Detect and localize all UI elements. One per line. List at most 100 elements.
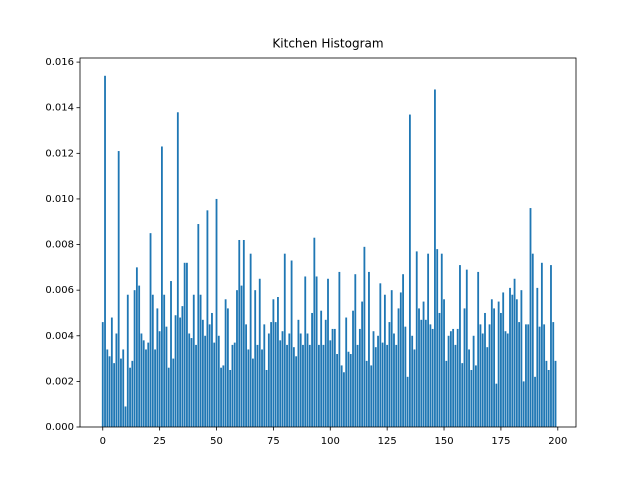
bar bbox=[272, 299, 275, 427]
bar bbox=[454, 344, 457, 427]
bar bbox=[197, 224, 200, 427]
bar bbox=[231, 344, 234, 427]
y-tick-label: 0.002 bbox=[45, 376, 74, 387]
bar bbox=[195, 344, 197, 427]
bar bbox=[327, 278, 329, 427]
bar bbox=[515, 299, 518, 427]
bar bbox=[261, 349, 263, 427]
x-tick-label: 125 bbox=[378, 436, 397, 447]
bar bbox=[135, 267, 138, 427]
bar bbox=[509, 287, 511, 427]
bar bbox=[242, 239, 245, 427]
bar bbox=[192, 294, 195, 427]
y-tick-label: 0.010 bbox=[45, 194, 74, 205]
bar bbox=[356, 344, 359, 427]
bar bbox=[468, 349, 470, 427]
bar bbox=[133, 290, 136, 427]
bar bbox=[358, 328, 361, 427]
bar bbox=[110, 317, 113, 427]
y-tick-label: 0.006 bbox=[45, 285, 74, 296]
bar bbox=[436, 249, 439, 427]
bar bbox=[188, 333, 191, 427]
bar bbox=[381, 342, 384, 427]
bar bbox=[240, 285, 243, 427]
bar bbox=[249, 253, 252, 427]
bar bbox=[486, 347, 489, 427]
bar bbox=[174, 315, 177, 427]
bar bbox=[299, 333, 302, 427]
bar bbox=[117, 151, 120, 427]
bar bbox=[474, 365, 477, 427]
bar bbox=[422, 301, 425, 427]
y-tick-label: 0.014 bbox=[45, 103, 74, 114]
bar bbox=[201, 319, 204, 427]
bar bbox=[397, 308, 400, 427]
plot-frame bbox=[79, 57, 577, 428]
bar bbox=[429, 324, 432, 427]
bar bbox=[322, 344, 325, 427]
bar bbox=[131, 360, 134, 427]
bar bbox=[290, 260, 293, 427]
bar bbox=[520, 290, 523, 427]
bar bbox=[484, 312, 486, 427]
bar bbox=[288, 333, 291, 427]
bar bbox=[545, 360, 548, 427]
bar bbox=[470, 369, 473, 427]
bar bbox=[550, 265, 552, 427]
bar bbox=[554, 360, 557, 427]
bar bbox=[449, 331, 452, 427]
bar bbox=[411, 335, 414, 427]
bar bbox=[120, 358, 122, 427]
bar bbox=[488, 324, 491, 427]
bar bbox=[536, 287, 539, 427]
bar bbox=[213, 342, 216, 427]
y-tick-label: 0.012 bbox=[45, 148, 74, 159]
bar bbox=[406, 376, 409, 427]
bar bbox=[534, 376, 536, 427]
bar bbox=[497, 301, 500, 427]
bar bbox=[354, 274, 357, 427]
bar bbox=[151, 294, 154, 427]
bar bbox=[236, 290, 238, 427]
bar bbox=[447, 335, 450, 427]
bar bbox=[393, 333, 395, 427]
bar bbox=[170, 281, 172, 427]
bar bbox=[538, 326, 541, 427]
bar bbox=[315, 276, 318, 427]
bar bbox=[306, 333, 309, 427]
bar bbox=[156, 308, 159, 427]
bar bbox=[204, 335, 207, 427]
bar bbox=[404, 326, 407, 427]
bar bbox=[368, 271, 370, 427]
bar bbox=[292, 347, 295, 427]
bar bbox=[186, 262, 188, 427]
bar bbox=[215, 198, 218, 427]
bar bbox=[163, 294, 166, 427]
bar bbox=[395, 344, 398, 427]
bar bbox=[311, 312, 313, 427]
bar bbox=[472, 335, 475, 427]
bar bbox=[352, 310, 354, 427]
bar bbox=[413, 349, 416, 427]
bar bbox=[547, 369, 550, 427]
bar bbox=[245, 324, 248, 427]
bar bbox=[434, 89, 436, 427]
bar bbox=[511, 294, 514, 427]
bar bbox=[552, 322, 555, 427]
bar bbox=[147, 342, 150, 427]
bar bbox=[265, 369, 268, 427]
bar bbox=[372, 331, 375, 427]
bar bbox=[247, 349, 250, 427]
bar bbox=[320, 310, 323, 427]
bar bbox=[308, 344, 311, 427]
x-tick-label: 75 bbox=[267, 436, 280, 447]
bar bbox=[104, 75, 106, 427]
chart-title: Kitchen Histogram bbox=[272, 37, 383, 51]
bar bbox=[522, 381, 525, 427]
bar bbox=[263, 324, 266, 427]
bar bbox=[158, 331, 161, 427]
bar bbox=[329, 340, 332, 427]
bar bbox=[513, 278, 516, 427]
bar bbox=[540, 262, 543, 427]
bar bbox=[370, 365, 373, 427]
